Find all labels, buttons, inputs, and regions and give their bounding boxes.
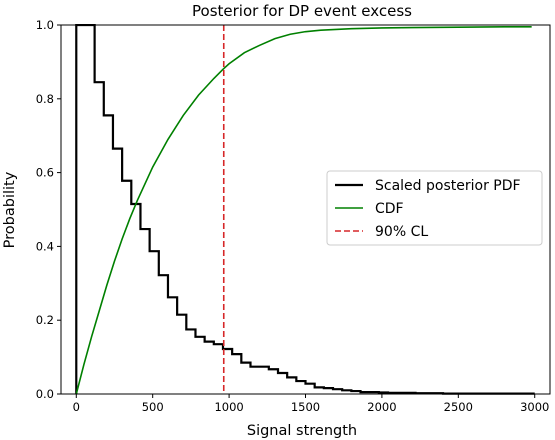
plot-area: [75, 24, 535, 395]
x-tick-label: 500: [142, 400, 164, 414]
axes: 0 500 1000 1500 2000 2500 3000 0.0 0.2 0.4 0.6 0.8 1…: [36, 18, 551, 414]
legend-entry: Scaled posterior PDF: [375, 178, 521, 194]
x-tick-label: 3000: [520, 400, 549, 414]
legend: Scaled posterior PDF CDF 90% CL: [326, 170, 543, 246]
y-axis-label: Probability: [2, 171, 18, 248]
y-tick-label: 0.2: [36, 313, 54, 327]
series-cdf: [75, 26, 532, 395]
legend-entry: 90% CL: [375, 224, 428, 240]
series-scaled-posterior-pdf: [75, 24, 535, 395]
legend-entry: CDF: [375, 201, 404, 217]
chart-title: Posterior for DP event excess: [192, 2, 412, 20]
x-tick-label: 2000: [367, 400, 396, 414]
x-tick-label: 2500: [444, 400, 473, 414]
y-tick-label: 0.8: [36, 92, 54, 106]
y-tick-label: 0.6: [36, 166, 54, 180]
y-tick-label: 0.0: [36, 387, 54, 401]
x-tick-label: 0: [73, 400, 80, 414]
y-tick-label: 0.4: [36, 239, 54, 253]
x-tick-label: 1000: [214, 400, 243, 414]
y-tick-label: 1.0: [36, 18, 54, 32]
legend-box: [326, 170, 543, 246]
x-tick-label: 1500: [291, 400, 320, 414]
x-axis-label: Signal strength: [247, 423, 357, 439]
